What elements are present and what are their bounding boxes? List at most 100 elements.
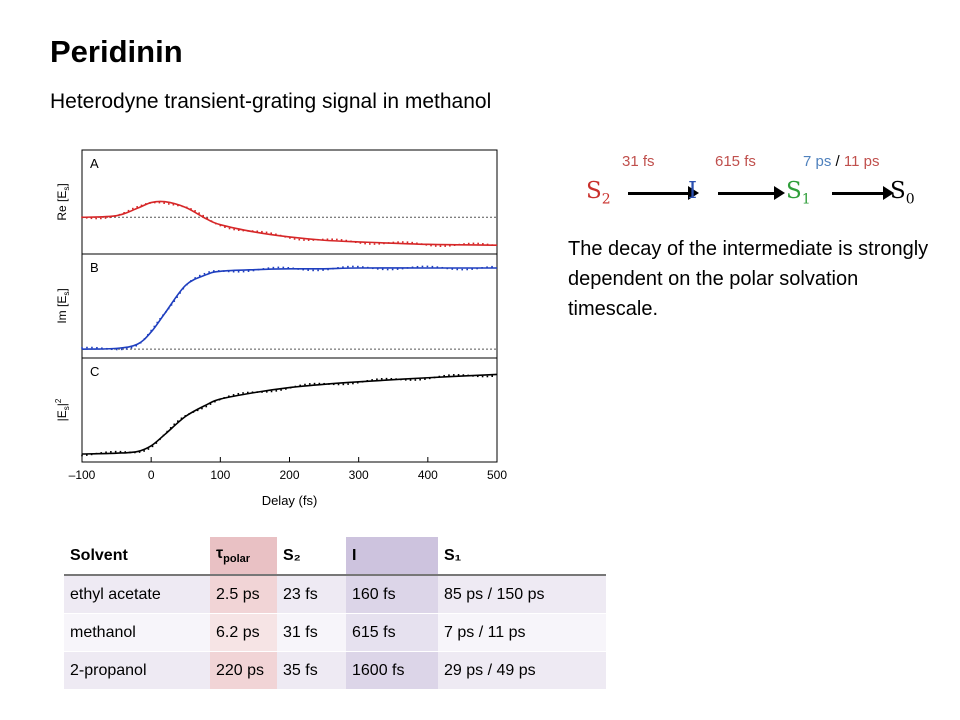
data-point: [275, 233, 277, 236]
x-tick-label: 100: [210, 468, 230, 482]
cell-s2: 31 fs: [277, 613, 346, 652]
data-point: [242, 392, 244, 394]
data-point: [247, 270, 250, 272]
data-point: [115, 348, 118, 351]
data-point: [81, 454, 83, 457]
cell-s1: 7 ps / 11 ps: [438, 613, 606, 652]
data-point: [486, 266, 488, 269]
data-point: [337, 267, 339, 269]
data-point: [104, 217, 107, 219]
table-row: 2-propanol 220 ps 35 fs 1600 fs 29 ps / …: [64, 651, 606, 690]
data-point: [158, 201, 161, 204]
data-point: [482, 243, 484, 245]
data-point: [312, 269, 314, 272]
data-point: [420, 243, 423, 245]
data-point: [462, 374, 465, 376]
data-point: [467, 374, 469, 377]
data-point: [109, 216, 112, 219]
data-point: [100, 217, 102, 220]
data-point: [426, 265, 429, 268]
data-point: [328, 383, 330, 385]
data-point: [218, 398, 221, 401]
data-point: [331, 238, 333, 241]
data-point: [347, 265, 349, 268]
data-point: [425, 244, 428, 246]
data-point: [481, 267, 483, 269]
arrow-3: [832, 186, 894, 200]
data-point: [411, 266, 414, 269]
data-point: [299, 384, 301, 387]
data-point: [376, 378, 378, 381]
data-point: [118, 213, 121, 216]
data-point: [194, 277, 197, 279]
data-point: [196, 409, 199, 412]
data-point: [279, 234, 282, 237]
data-point: [222, 270, 225, 272]
data-point: [476, 375, 479, 378]
rate-s2-to-i: 31 fs: [622, 153, 655, 170]
series-line-a: [81, 200, 498, 246]
data-point: [313, 382, 316, 385]
state-s2: S2: [586, 178, 611, 208]
x-tick-label: 500: [487, 468, 507, 482]
data-point: [106, 347, 108, 350]
data-point: [173, 423, 176, 426]
header-i: I: [346, 537, 438, 576]
data-point: [396, 268, 399, 270]
data-point: [203, 272, 206, 275]
data-point: [177, 204, 179, 207]
rate-i-to-s1: 615 fs: [715, 153, 756, 170]
data-point: [345, 239, 348, 242]
x-tick-label: 200: [279, 468, 299, 482]
data-point: [90, 217, 93, 220]
data-point: [215, 222, 217, 225]
data-point: [439, 245, 442, 248]
data-point: [443, 374, 445, 377]
data-point: [438, 375, 441, 378]
data-point: [256, 230, 259, 233]
data-point: [404, 379, 407, 381]
data-point: [297, 268, 300, 270]
data-point: [428, 377, 431, 380]
data-point: [127, 209, 130, 212]
data-point: [378, 243, 381, 245]
cell-tau: 6.2 ps: [210, 613, 277, 652]
data-point: [86, 454, 88, 456]
data-point: [125, 348, 128, 350]
data-point: [209, 403, 212, 405]
x-axis-label: Delay (fs): [262, 493, 318, 508]
slide-subtitle: Heterodyne transient-grating signal in m…: [50, 90, 492, 113]
data-point: [302, 268, 304, 271]
data-point: [155, 442, 158, 444]
cell-solvent: 2-propanol: [64, 651, 210, 690]
data-point: [256, 391, 259, 393]
data-point: [390, 377, 393, 380]
rate-s1-a: 7 ps: [803, 153, 832, 170]
slide-title: Peridinin: [50, 34, 183, 69]
data-point: [391, 268, 394, 271]
data-point: [323, 382, 325, 385]
data-point: [232, 270, 235, 273]
state-s0: S0: [890, 178, 915, 208]
arrow-1: [628, 186, 699, 200]
data-point: [298, 238, 301, 241]
x-tick-label: 300: [349, 468, 369, 482]
data-point: [458, 243, 461, 246]
data-point: [251, 391, 254, 394]
cell-i: 160 fs: [346, 575, 438, 614]
data-point: [491, 244, 494, 246]
data-point: [233, 228, 235, 231]
header-tau-polar: τpolar: [210, 537, 277, 576]
rate-s1-b: 11 ps: [843, 153, 880, 170]
data-point: [441, 266, 444, 269]
data-point: [261, 391, 263, 393]
data-point: [101, 347, 103, 350]
data-point: [292, 267, 295, 270]
data-point: [272, 266, 275, 269]
data-point: [463, 243, 465, 245]
data-point: [431, 265, 434, 268]
data-point: [265, 391, 268, 393]
data-point: [472, 242, 475, 245]
data-point: [132, 207, 134, 210]
data-point: [182, 287, 185, 290]
